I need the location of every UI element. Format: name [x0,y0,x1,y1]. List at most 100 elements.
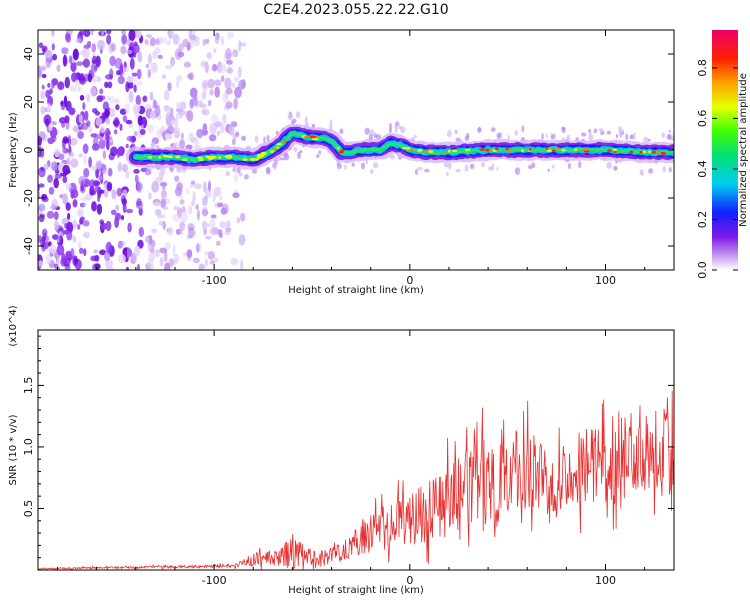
spectrogram-noise-blob [102,150,107,160]
snr-ytick-label: 1.0 [22,438,35,456]
spectrogram-faint-blob [299,150,303,154]
spectrogram-noise-blob [53,220,59,230]
spectrogram-noise-blob [169,107,174,117]
spectrogram-noise-blob [69,151,75,158]
spectrogram-noise-blob [209,122,217,135]
spectrogram-noise-blob [128,30,136,41]
spectrogram-faint-blob [622,129,624,136]
spectrogram-noise-blob [131,135,136,143]
spectrogram-noise-blob [188,230,197,237]
spectrogram-noise-blob [40,166,44,172]
spectrogram-noise-blob [82,30,89,36]
spectrogram-noise-blob [74,125,79,133]
spectrogram-noise-blob [215,240,221,246]
spectrogram-peak-blob [406,147,411,150]
spectrogram-noise-blob [58,153,65,160]
spectrogram-noise-blob [164,262,171,270]
spectrogram-noise-blob [172,245,176,257]
spectrogram-noise-blob [153,201,161,207]
spectrogram-noise-blob [105,118,111,125]
spectrogram-noise-blob [218,63,227,74]
spectrogram-noise-blob [125,119,133,125]
spectrogram-faint-blob [613,166,618,171]
spectrogram-faint-blob [618,126,623,133]
spectrogram-noise-blob [38,203,46,212]
spectrogram-faint-blob [364,127,370,135]
spectrogram-faint-blob [351,162,355,167]
spectrogram-noise-blob [70,61,77,73]
spectrogram-noise-blob [214,86,220,98]
spectrogram-noise-blob [95,159,103,170]
spectrogram-peak-blob [304,135,310,139]
spectrogram-noise-blob [188,205,193,215]
spectrogram-noise-blob [79,184,86,194]
spectrogram-noise-blob [51,83,55,89]
spectrogram-noise-blob [158,220,166,226]
spectrogram-faint-blob [566,134,571,141]
spectrogram-noise-blob [230,82,236,88]
spectrogram-noise-blob [137,115,143,126]
spectrogram-noise-blob [41,84,45,90]
spectrogram-peak-blob [409,149,414,152]
spectrogram-noise-blob [176,182,183,192]
spectrogram-peak-blob [629,150,634,154]
spectrogram-noise-blob [38,260,43,267]
spectrogram-peak-blob [282,140,286,144]
spectrogram-peak-blob [612,148,618,152]
spectrogram-faint-blob [273,163,277,170]
spectrogram-faint-blob [316,154,320,158]
spectrogram-noise-blob [226,68,234,74]
spectrogram-ytick-label: -20 [22,189,35,207]
spectrogram-noise-blob [47,82,51,88]
spectrogram-noise-blob [113,129,118,135]
spectrogram-noise-blob [106,30,112,35]
spectrogram-noise-blob [144,103,152,110]
spectrogram-noise-blob [88,156,92,168]
spectrogram-noise-blob [219,233,223,239]
spectrogram-noise-blob [52,53,57,61]
spectrogram-noise-blob [161,74,166,79]
spectrogram-noise-blob [150,62,158,73]
spectrogram-noise-blob [66,157,71,167]
snr-ylabel: SNR (10 * v/v) [8,414,19,485]
spectrogram-faint-blob [469,163,475,170]
spectrogram-faint-blob [455,168,461,173]
spectrogram-noise-blob [110,146,118,157]
spectrogram-noise-blob [38,136,42,146]
spectrogram-noise-blob [225,227,232,233]
spectrogram-faint-blob [361,162,366,170]
spectrogram-faint-blob [633,132,636,141]
spectrogram-noise-blob [136,80,143,86]
spectrogram-noise-blob [73,258,78,264]
spectrogram-peak-blob [182,158,188,162]
spectrogram-noise-blob [121,30,126,36]
spectrogram-noise-blob [43,163,49,170]
spectrogram-noise-blob [64,223,69,229]
spectrogram-faint-blob [370,168,374,175]
snr-xtick-label: 0 [406,574,413,587]
spectrogram-faint-blob [280,157,285,161]
spectrogram-noise-blob [105,220,112,232]
spectrogram-noise-blob [82,58,90,68]
spectrogram-noise-blob [44,49,53,59]
spectrogram-noise-blob [134,174,139,183]
colorbar-tick-label: 0.6 [696,110,709,128]
spectrogram-peak-blob [652,150,656,154]
spectrogram-peak-blob [561,148,566,152]
spectrogram-faint-blob [254,135,259,143]
colorbar-gradient [712,30,738,270]
spectrogram-noise-blob [179,194,183,200]
spectrogram-noise-blob [38,214,45,223]
spectrogram-faint-blob [496,132,501,140]
spectrogram-noise-blob [77,85,82,93]
spectrogram-noise-blob [230,257,239,266]
spectrogram-noise-blob [232,167,237,173]
spectrogram-noise-blob [162,206,169,210]
snr-xlabel: Height of straight line (km) [288,585,424,596]
spectrogram-noise-blob [232,192,240,199]
spectrogram-faint-blob [318,150,322,155]
spectrogram-peak-blob [311,137,318,141]
spectrogram-noise-blob [94,263,101,270]
spectrogram-marks [38,30,674,270]
snr-series-line [38,390,674,570]
